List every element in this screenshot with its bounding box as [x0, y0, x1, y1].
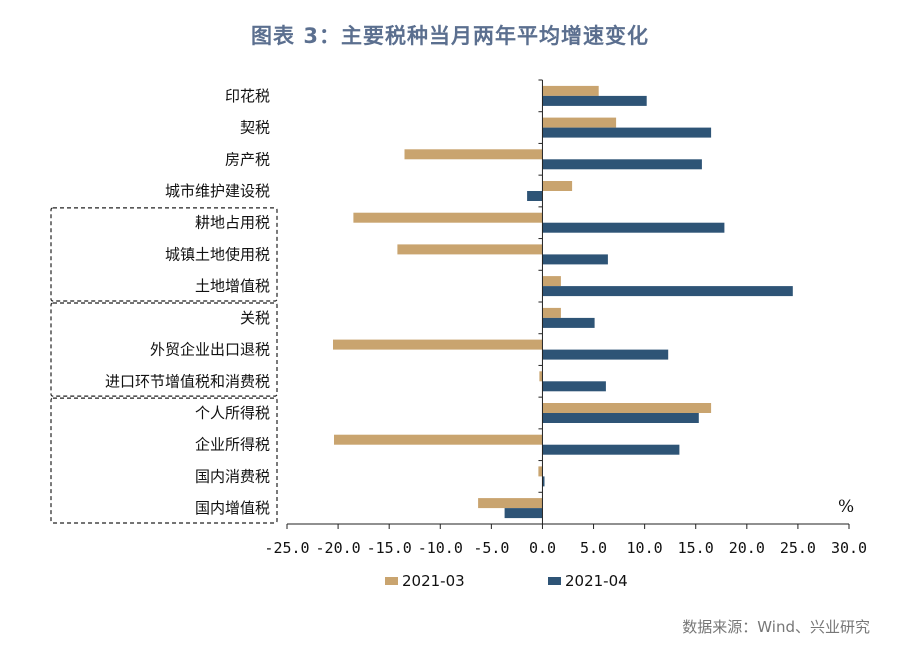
category-label: 契税 [240, 119, 270, 137]
x-tick-label: 5.0 [580, 539, 607, 557]
bar-2021-03-1 [542, 117, 617, 128]
category-label: 房产税 [225, 150, 270, 168]
category-label: 印花税 [225, 87, 270, 105]
bar-2021-04-12 [542, 476, 545, 487]
bars-layer [333, 85, 793, 519]
x-tick-label: -20.0 [316, 539, 361, 557]
x-tick-label: 10.0 [627, 539, 663, 557]
bar-2021-03-10 [542, 403, 712, 413]
unit-label: % [838, 497, 854, 517]
bar-2021-03-12 [538, 466, 543, 477]
legend-label: 2021-04 [565, 572, 628, 590]
source-note: 数据来源：Wind、兴业研究 [682, 618, 870, 636]
chart-title: 图表 3：主要税种当月两年平均增速变化 [251, 24, 649, 48]
x-tick-label: 30.0 [831, 539, 867, 557]
x-tick-label: 25.0 [780, 539, 816, 557]
bar-2021-04-4 [542, 222, 725, 233]
bar-2021-04-6 [542, 286, 793, 297]
legend-label: 2021-03 [402, 572, 465, 590]
group-box [50, 207, 278, 302]
bar-2021-04-8 [542, 349, 669, 360]
bar-2021-03-7 [542, 307, 561, 318]
category-label: 国内增值税 [195, 499, 270, 517]
legend-swatch [385, 577, 398, 585]
group-box [50, 397, 278, 524]
bar-2021-03-5 [397, 244, 543, 255]
category-label: 关税 [240, 309, 270, 327]
bar-2021-03-11 [334, 434, 543, 445]
bar-2021-03-6 [542, 276, 561, 287]
x-tick-label: -25.0 [264, 539, 309, 557]
category-label: 城市维护建设税 [165, 182, 270, 200]
category-label: 城镇土地使用税 [165, 245, 270, 263]
bar-2021-04-1 [542, 127, 712, 138]
x-tick-label: -5.0 [473, 539, 509, 557]
group-boxes [50, 207, 278, 524]
x-tick-label: 15.0 [678, 539, 714, 557]
category-label: 国内消费税 [195, 467, 270, 485]
bar-2021-04-7 [542, 317, 595, 328]
bar-2021-03-8 [333, 339, 543, 350]
category-label: 进口环节增值税和消费税 [105, 372, 270, 390]
category-label: 个人所得税 [195, 404, 270, 422]
bar-2021-04-10 [542, 413, 699, 423]
x-tick-label: -15.0 [367, 539, 412, 557]
category-labels: 印花税契税房产税城市维护建设税耕地占用税城镇土地使用税土地增值税关税外贸企业出口… [105, 87, 270, 517]
category-label: 土地增值税 [195, 277, 270, 295]
bar-2021-03-0 [542, 85, 599, 96]
x-tick-label: -10.0 [418, 539, 463, 557]
bar-2021-04-11 [542, 444, 680, 455]
bar-2021-03-13 [478, 498, 543, 509]
category-label: 外贸企业出口退税 [150, 341, 270, 359]
x-tick-label: 20.0 [729, 539, 765, 557]
bar-2021-03-4 [353, 212, 543, 223]
bar-2021-03-9 [539, 371, 543, 382]
legend: 2021-03 2021-04 [385, 572, 628, 590]
bar-2021-04-13 [504, 508, 543, 519]
bar-2021-04-3 [527, 191, 543, 201]
axes-layer: -25.0 -20.0 -15.0 -10.0 -5.0 0.0 5.0 10.0 15.0 20… [264, 79, 867, 557]
bar-2021-04-5 [542, 254, 608, 265]
bar-2021-04-9 [542, 381, 606, 392]
group-box [50, 302, 278, 397]
bar-2021-03-2 [404, 149, 543, 160]
x-tick-label: 0.0 [529, 539, 556, 557]
category-label: 耕地占用税 [195, 214, 270, 232]
legend-swatch [548, 577, 561, 585]
category-label: 企业所得税 [195, 436, 270, 454]
bar-2021-03-3 [542, 181, 573, 191]
bar-2021-04-0 [542, 95, 647, 106]
bar-2021-04-2 [542, 159, 702, 170]
